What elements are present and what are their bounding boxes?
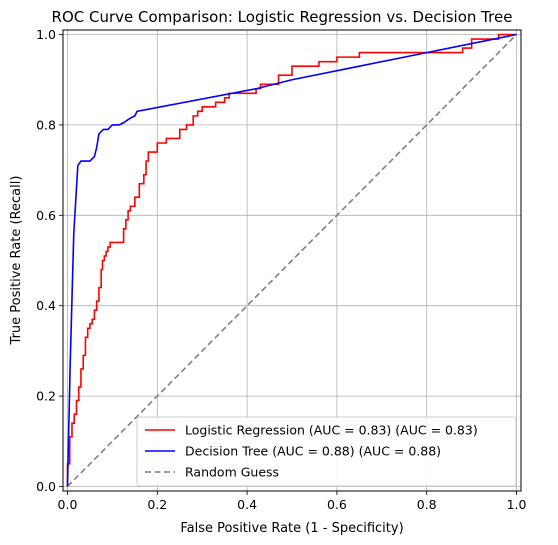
x-tick-label-3: 0.6 bbox=[327, 497, 347, 512]
x-tick-label-4: 0.8 bbox=[417, 497, 437, 512]
x-tick-label-5: 1.0 bbox=[507, 497, 527, 512]
legend-label-decision-tree: Decision Tree (AUC = 0.88) (AUC = 0.88) bbox=[185, 444, 441, 459]
legend-label-logistic-regression: Logistic Regression (AUC = 0.83) (AUC = … bbox=[185, 423, 478, 438]
ticks: 0.0 0.2 0.4 0.6 0.8 1.0 0.0 0.2 0.4 0.6 0.8 1.0 bbox=[36, 27, 526, 512]
y-tick-label-3: 0.6 bbox=[36, 208, 56, 223]
chart-title: ROC Curve Comparison: Logistic Regressio… bbox=[52, 8, 513, 26]
y-tick-label-1: 0.2 bbox=[36, 389, 56, 404]
x-axis-label: False Positive Rate (1 - Specificity) bbox=[180, 521, 403, 536]
x-tick-label-1: 0.2 bbox=[147, 497, 167, 512]
y-tick-label-0: 0.0 bbox=[36, 479, 56, 494]
legend-label-random-guess: Random Guess bbox=[185, 465, 279, 480]
series-line-random-guess bbox=[66, 33, 518, 488]
series-line-decision-tree bbox=[66, 33, 517, 487]
x-tick-label-2: 0.4 bbox=[237, 497, 257, 512]
legend-box bbox=[136, 416, 517, 487]
series-layer bbox=[66, 33, 517, 487]
plot-frame bbox=[62, 29, 522, 492]
y-tick-label-4: 0.8 bbox=[36, 117, 56, 132]
y-axis-label: True Positive Rate (Recall) bbox=[9, 176, 24, 346]
series-line-logistic-regression bbox=[66, 33, 517, 487]
x-tick-label-0: 0.0 bbox=[58, 497, 78, 512]
reference-line-layer bbox=[66, 33, 518, 488]
y-tick-label-5: 1.0 bbox=[36, 27, 56, 42]
y-tick-label-2: 0.4 bbox=[36, 298, 56, 313]
legend: Logistic Regression (AUC = 0.83) (AUC = … bbox=[136, 416, 517, 487]
